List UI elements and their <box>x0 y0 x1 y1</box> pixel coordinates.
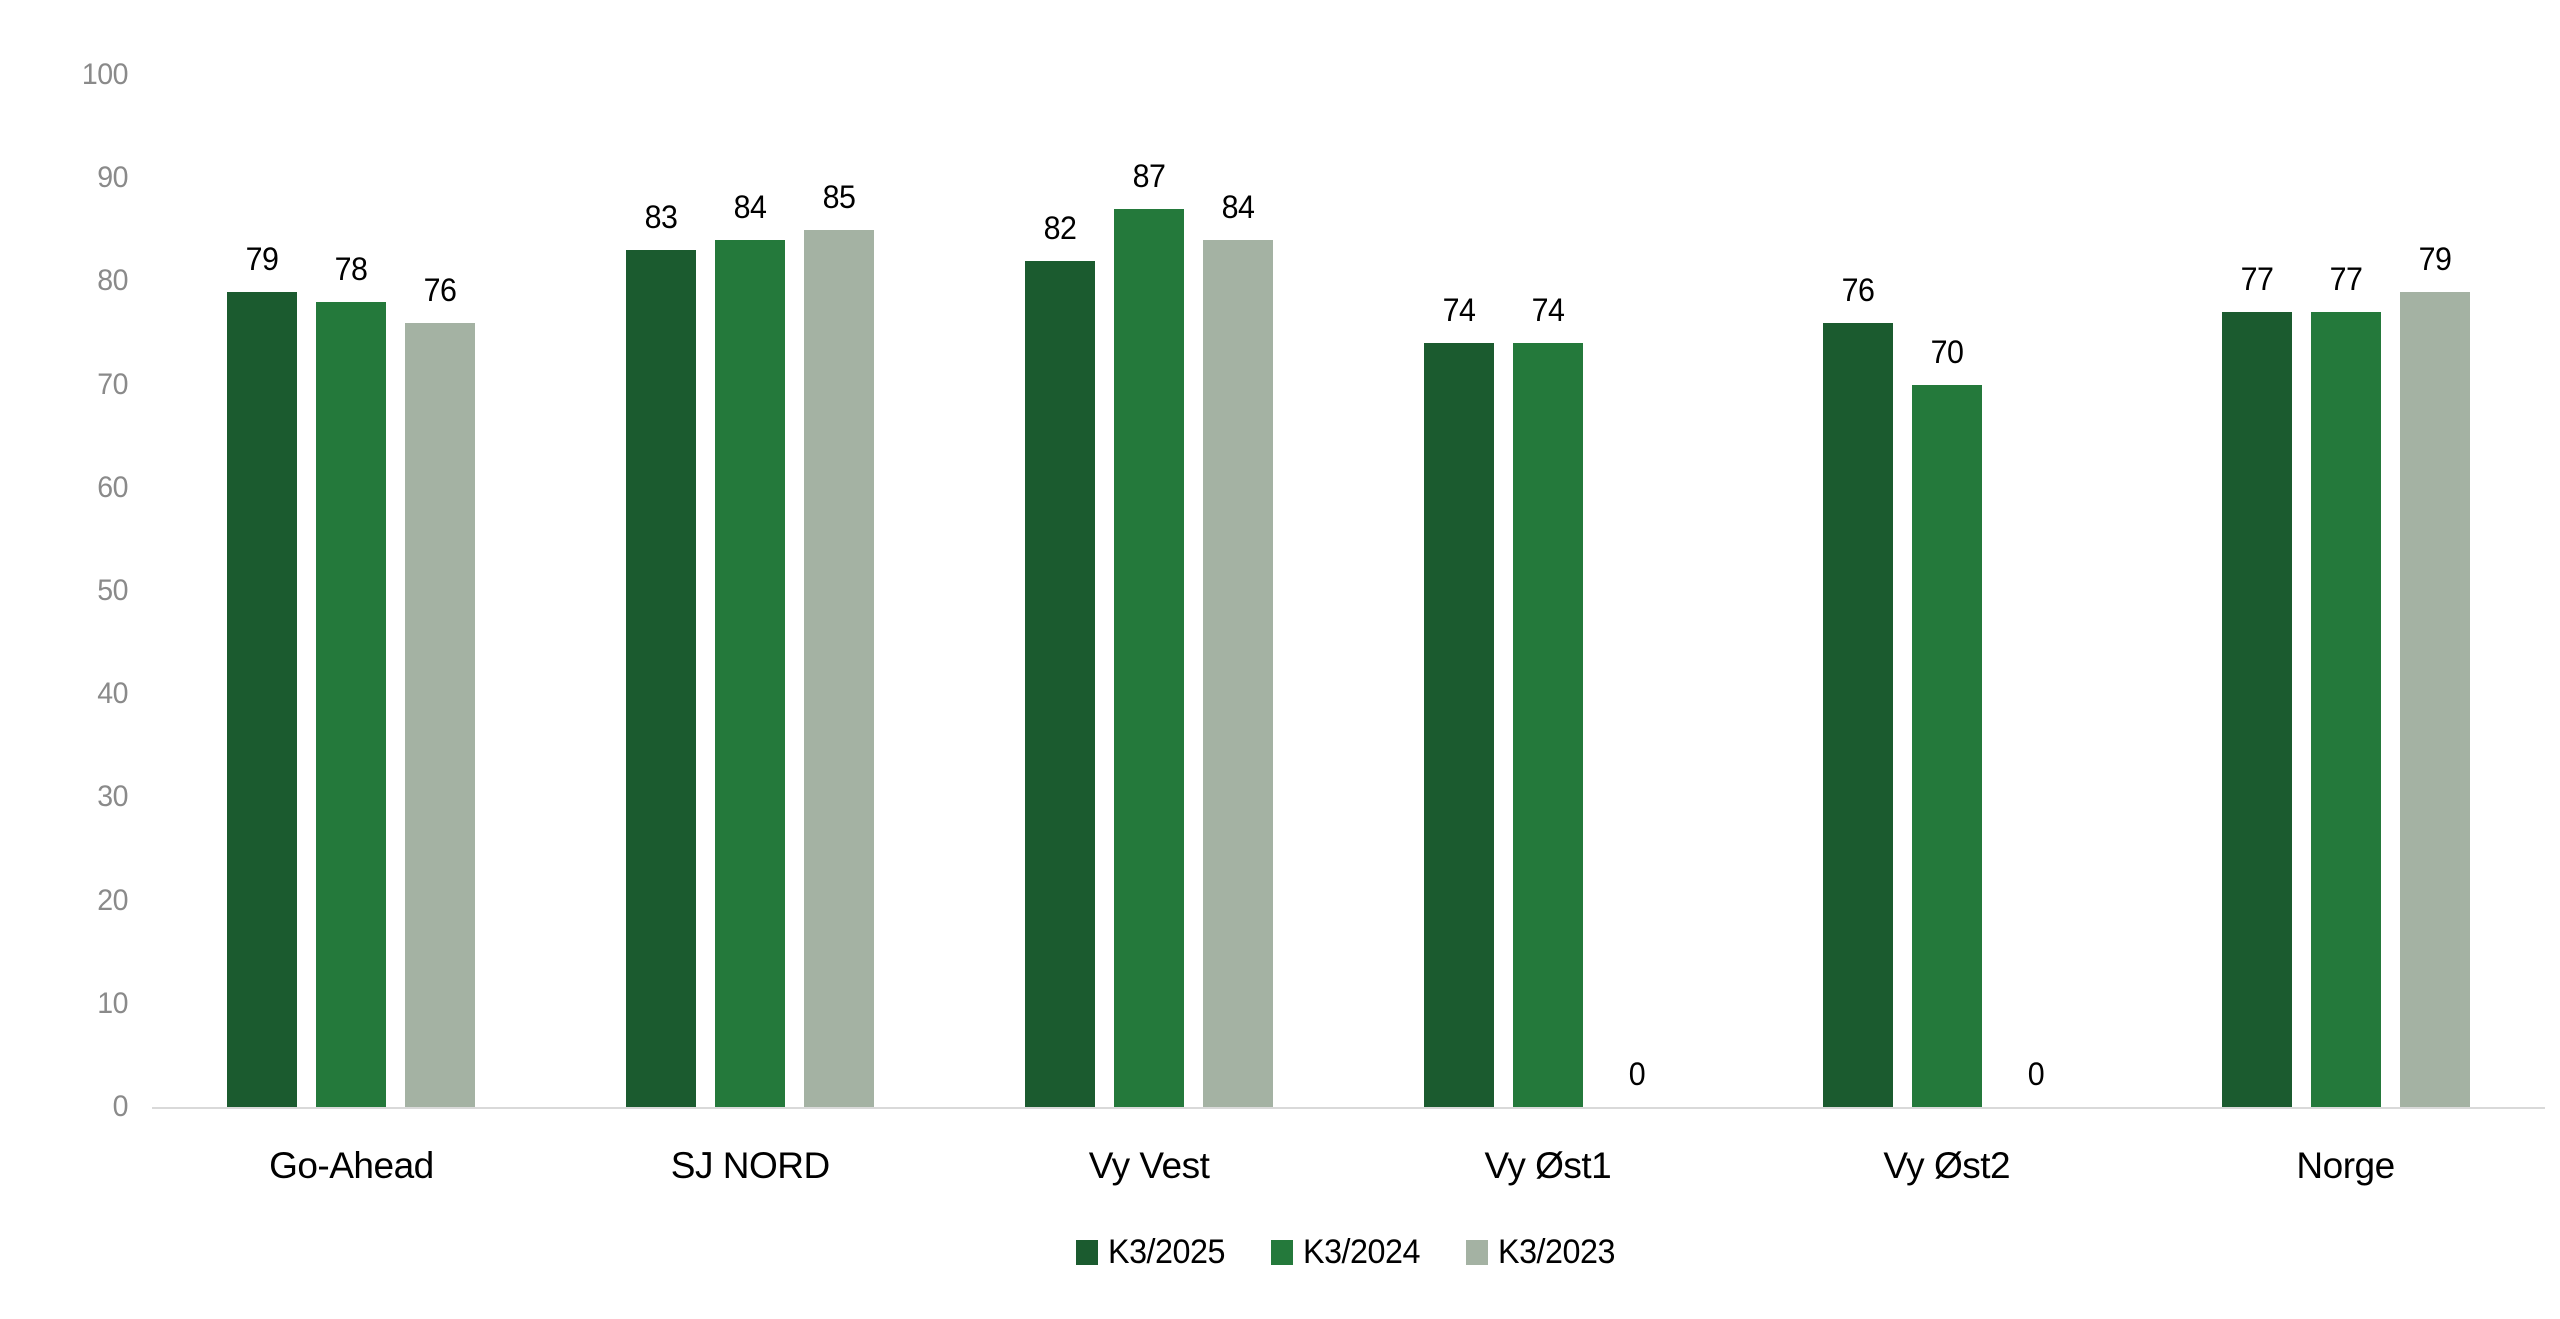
bar <box>316 302 387 1107</box>
bar-value-label: 84 <box>733 189 767 226</box>
bar-group: 82 87 84 Vy Vest <box>950 75 1349 1186</box>
bar-slot: 76 <box>1822 75 1893 1107</box>
y-tick-label: 100 <box>81 58 129 91</box>
legend-item: K3/2024 <box>1270 1233 1426 1272</box>
bar <box>405 322 476 1107</box>
bar-value-label: 79 <box>245 240 279 277</box>
category-label: Norge <box>2296 1145 2395 1186</box>
y-tick-label: 90 <box>97 161 128 195</box>
bar <box>804 229 875 1107</box>
bar <box>626 250 697 1107</box>
bar <box>2221 312 2292 1107</box>
y-tick-label: 80 <box>97 264 128 298</box>
bar-value-label: 87 <box>1132 158 1166 195</box>
bar-slot: 79 <box>2399 75 2470 1107</box>
bar <box>1512 343 1583 1107</box>
bar-slot: 84 <box>1203 75 1274 1107</box>
bar-value-label: 84 <box>1221 189 1255 226</box>
y-tick-label: 60 <box>97 470 128 504</box>
bar <box>1822 322 1893 1107</box>
bar-group: 74 74 0 Vy Øst1 <box>1348 75 1747 1186</box>
category-label: SJ NORD <box>670 1145 830 1186</box>
y-tick-label: 70 <box>97 367 128 401</box>
legend-label: K3/2025 <box>1107 1233 1225 1271</box>
bar-groups: 79 78 76 Go-Ahead 83 84 85 SJ NORD 82 87 84 Vy Vest… <box>152 75 2545 1186</box>
bar-slot: 74 <box>1512 75 1583 1107</box>
bar-slot: 84 <box>715 75 786 1107</box>
bar <box>1423 343 1494 1107</box>
bar-value-label: 85 <box>822 178 856 215</box>
category-label: Vy Øst2 <box>1883 1145 2011 1186</box>
bar-value-label: 0 <box>1628 1056 1646 1092</box>
legend: K3/2025 K3/2024 K3/2023 <box>152 1233 2545 1272</box>
bar-value-label: 76 <box>1841 271 1875 308</box>
bar-group: 79 78 76 Go-Ahead <box>152 75 551 1186</box>
bar-slot: 76 <box>405 75 476 1107</box>
bar-value-label: 0 <box>2027 1056 2045 1092</box>
bar-slot: 77 <box>2221 75 2292 1107</box>
legend-swatch-icon <box>1466 1240 1489 1265</box>
bar-value-label: 76 <box>423 271 457 308</box>
category-label: Vy Vest <box>1088 1145 1210 1186</box>
bar-slot: 79 <box>227 75 298 1107</box>
y-tick-label: 30 <box>97 780 128 814</box>
bar-value-label: 74 <box>1531 292 1565 329</box>
bar-value-label: 79 <box>2418 240 2451 277</box>
bar-value-label: 82 <box>1043 209 1077 246</box>
bar-slot: 78 <box>316 75 387 1107</box>
bar-slot: 0 <box>2001 75 2071 1107</box>
bar <box>1025 260 1096 1107</box>
legend-swatch-icon <box>1270 1240 1293 1265</box>
y-tick-label: 40 <box>97 677 128 711</box>
bar-slot: 77 <box>2310 75 2381 1107</box>
bar <box>227 291 298 1107</box>
category-label: Vy Øst1 <box>1484 1145 1612 1186</box>
bar-group: 77 77 79 Norge <box>2146 75 2545 1186</box>
category-label: Go-Ahead <box>269 1145 434 1186</box>
y-tick-label: 20 <box>97 883 128 917</box>
x-axis-line <box>152 1107 2545 1109</box>
bar-slot: 85 <box>804 75 875 1107</box>
bar-slot: 82 <box>1025 75 1096 1107</box>
legend-label: K3/2023 <box>1498 1233 1616 1271</box>
legend-item: K3/2023 <box>1466 1233 1621 1272</box>
bar <box>1911 384 1982 1107</box>
bar-slot: 0 <box>1602 75 1672 1107</box>
bar-value-label: 78 <box>334 251 368 288</box>
y-axis: 0 10 20 30 40 50 60 70 80 90 100 <box>0 58 129 1123</box>
bar-value-label: 70 <box>1930 333 1964 370</box>
bar <box>715 240 786 1107</box>
bar-slot: 83 <box>626 75 697 1107</box>
bar-value-label: 77 <box>2329 261 2362 298</box>
bar <box>2310 312 2381 1107</box>
y-tick-label: 50 <box>97 574 128 607</box>
bar <box>1203 240 1274 1107</box>
bar-value-label: 74 <box>1442 292 1476 329</box>
y-tick-label: 10 <box>97 986 128 1020</box>
bar-slot: 70 <box>1911 75 1982 1107</box>
y-tick-label: 0 <box>112 1090 129 1123</box>
bar-value-label: 83 <box>644 199 678 236</box>
bar-value-label: 77 <box>2240 261 2273 298</box>
bar-group: 83 84 85 SJ NORD <box>551 75 950 1186</box>
bar <box>2399 291 2470 1107</box>
bar-slot: 74 <box>1423 75 1494 1107</box>
bar-slot: 87 <box>1114 75 1185 1107</box>
legend-item: K3/2025 <box>1075 1233 1231 1272</box>
legend-swatch-icon <box>1075 1240 1098 1265</box>
bar-group: 76 70 0 Vy Øst2 <box>1747 75 2146 1186</box>
bar <box>1114 209 1185 1107</box>
legend-label: K3/2024 <box>1302 1233 1420 1271</box>
plot-area: 79 78 76 Go-Ahead 83 84 85 SJ NORD 82 87 84 Vy Vest… <box>152 75 2545 1186</box>
